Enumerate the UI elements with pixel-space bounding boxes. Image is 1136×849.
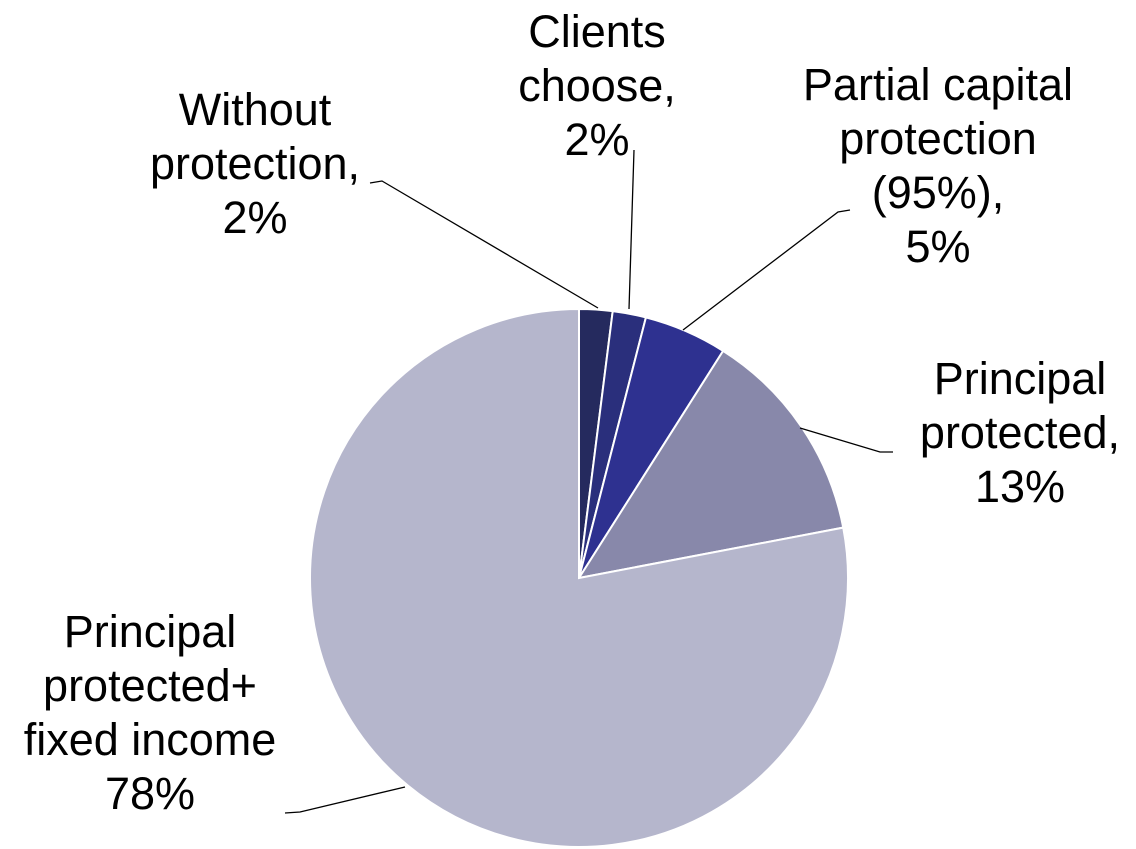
leader-line xyxy=(799,427,893,453)
category-label: Clients choose, xyxy=(518,6,676,111)
value-label: 2% xyxy=(222,192,288,243)
pie-slice xyxy=(309,307,849,848)
pie-slice xyxy=(576,349,845,580)
slice-label: Without protection, 2% xyxy=(135,83,375,245)
leader-line xyxy=(284,786,406,814)
leader-line xyxy=(628,149,635,310)
slice-label: Clients choose, 2% xyxy=(507,5,687,167)
value-label: 5% xyxy=(905,221,971,272)
value-label: 13% xyxy=(974,461,1066,512)
leader-line xyxy=(682,209,851,331)
category-label: Partial capital protection (95%), xyxy=(802,59,1074,218)
slice-label: Principal protected+ fixed income 78% xyxy=(13,605,288,821)
slice-label: Principal protected, 13% xyxy=(903,352,1136,514)
category-label: Principal protected+ fixed income xyxy=(23,606,277,765)
category-label: Without protection, xyxy=(149,84,361,189)
category-label: Principal protected, xyxy=(919,353,1121,458)
slice-label: Partial capital protection (95%), 5% xyxy=(778,58,1098,274)
value-label: 78% xyxy=(104,768,196,819)
value-label: 2% xyxy=(564,114,630,165)
leader-line xyxy=(369,180,599,309)
